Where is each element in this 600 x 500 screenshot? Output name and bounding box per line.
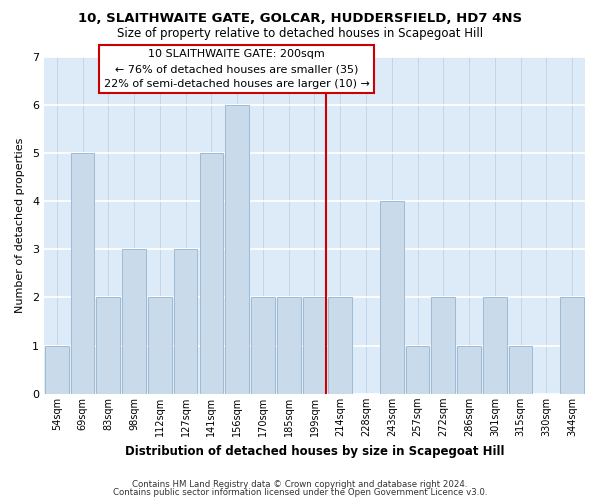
- Bar: [71, 153, 94, 394]
- Text: Contains public sector information licensed under the Open Government Licence v3: Contains public sector information licen…: [113, 488, 487, 497]
- Y-axis label: Number of detached properties: Number of detached properties: [15, 138, 25, 313]
- Bar: [380, 201, 404, 394]
- Text: Contains HM Land Registry data © Crown copyright and database right 2024.: Contains HM Land Registry data © Crown c…: [132, 480, 468, 489]
- Text: Size of property relative to detached houses in Scapegoat Hill: Size of property relative to detached ho…: [117, 28, 483, 40]
- Bar: [328, 298, 352, 394]
- Bar: [200, 153, 223, 394]
- X-axis label: Distribution of detached houses by size in Scapegoat Hill: Distribution of detached houses by size …: [125, 444, 504, 458]
- Bar: [97, 298, 120, 394]
- Bar: [148, 298, 172, 394]
- Bar: [509, 346, 532, 394]
- Bar: [45, 346, 68, 394]
- Bar: [457, 346, 481, 394]
- Text: 10 SLAITHWAITE GATE: 200sqm
← 76% of detached houses are smaller (35)
22% of sem: 10 SLAITHWAITE GATE: 200sqm ← 76% of det…: [104, 50, 370, 89]
- Bar: [431, 298, 455, 394]
- Bar: [560, 298, 584, 394]
- Bar: [302, 298, 326, 394]
- Bar: [226, 104, 249, 394]
- Bar: [483, 298, 506, 394]
- Bar: [406, 346, 430, 394]
- Bar: [251, 298, 275, 394]
- Bar: [122, 250, 146, 394]
- Bar: [277, 298, 301, 394]
- Bar: [174, 250, 197, 394]
- Text: 10, SLAITHWAITE GATE, GOLCAR, HUDDERSFIELD, HD7 4NS: 10, SLAITHWAITE GATE, GOLCAR, HUDDERSFIE…: [78, 12, 522, 26]
